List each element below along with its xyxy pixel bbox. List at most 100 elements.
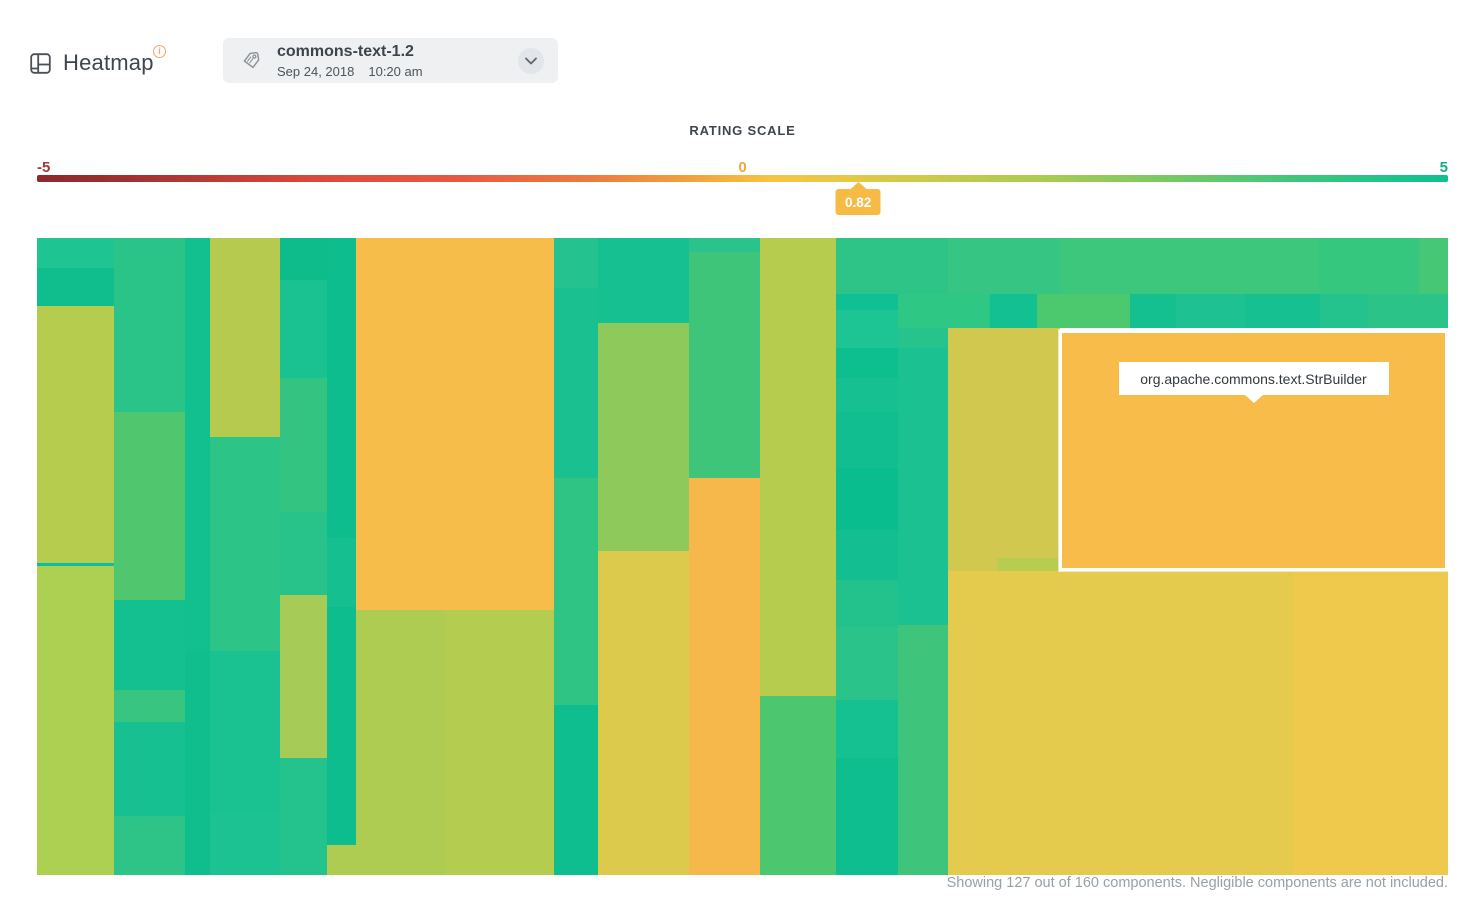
treemap-cell[interactable] <box>948 238 1060 294</box>
treemap-layout-icon <box>30 53 51 74</box>
treemap-cell[interactable] <box>185 238 210 651</box>
marker-caret-icon <box>850 182 867 189</box>
treemap-cell[interactable] <box>1419 238 1448 294</box>
treemap-cell[interactable] <box>210 651 280 811</box>
component-tooltip: org.apache.commons.text.StrBuilder <box>1118 362 1389 395</box>
treemap-cell[interactable] <box>210 811 280 875</box>
treemap-cell[interactable] <box>327 607 356 845</box>
treemap-cell[interactable] <box>356 238 554 610</box>
treemap-cell[interactable] <box>1060 238 1319 294</box>
treemap-cell[interactable] <box>554 705 598 875</box>
treemap-cell[interactable] <box>114 412 185 600</box>
treemap-cell[interactable] <box>760 696 836 875</box>
treemap-cell[interactable] <box>280 378 327 512</box>
treemap-cell[interactable] <box>836 294 898 310</box>
treemap-cell[interactable] <box>185 651 210 875</box>
version-date: Sep 24, 2018 <box>277 64 355 79</box>
treemap-cell[interactable] <box>554 238 598 288</box>
treemap-cell[interactable] <box>836 758 898 875</box>
treemap-cell[interactable] <box>689 478 760 875</box>
rating-scale-title: RATING SCALE <box>689 123 796 138</box>
treemap-cell[interactable] <box>1368 294 1448 328</box>
treemap-cell[interactable] <box>1319 238 1419 294</box>
treemap-cell[interactable] <box>280 512 327 595</box>
treemap-cell[interactable] <box>1293 571 1448 875</box>
treemap-cell[interactable] <box>37 306 114 563</box>
treemap-cell[interactable] <box>836 530 898 580</box>
tooltip-caret-icon <box>1244 395 1263 403</box>
treemap-cell[interactable] <box>280 238 327 280</box>
treemap-cell[interactable] <box>836 468 898 530</box>
marker-value-badge: 0.82 <box>835 189 881 215</box>
treemap-cell[interactable] <box>554 288 598 478</box>
treemap-cell[interactable] <box>598 551 689 875</box>
treemap-cell[interactable] <box>948 571 1293 875</box>
treemap-cell[interactable] <box>327 238 356 538</box>
treemap-cell[interactable] <box>948 294 990 328</box>
treemap-cell[interactable] <box>327 845 356 875</box>
treemap-cell[interactable] <box>210 238 280 437</box>
treemap-cell[interactable] <box>1320 294 1368 328</box>
treemap-cell[interactable] <box>445 610 554 875</box>
treemap-cell[interactable] <box>948 328 1060 571</box>
treemap-cell[interactable] <box>997 558 1060 571</box>
treemap-cell[interactable] <box>898 348 948 625</box>
scale-max-label: 5 <box>1439 159 1448 176</box>
treemap-cell[interactable] <box>280 758 327 875</box>
version-selector[interactable]: commons-text-1.2 Sep 24, 2018 10:20 am <box>223 38 558 83</box>
treemap-cell[interactable] <box>836 348 898 378</box>
rating-scale: RATING SCALE -5 0 5 0.82 <box>37 118 1448 218</box>
selector-dropdown-button[interactable] <box>518 48 544 74</box>
scale-min-label: -5 <box>37 159 51 176</box>
treemap-cell[interactable] <box>554 478 598 705</box>
treemap-cell[interactable] <box>37 268 114 306</box>
treemap-cell[interactable] <box>280 280 327 378</box>
selected-version-name: commons-text-1.2 <box>277 43 414 60</box>
treemap-cell[interactable] <box>114 238 185 412</box>
treemap-cell[interactable] <box>836 238 898 294</box>
treemap-cell[interactable] <box>898 294 948 328</box>
treemap: org.apache.commons.text.StrBuilder <box>37 238 1448 875</box>
treemap-cell[interactable] <box>836 700 898 758</box>
info-icon[interactable]: i <box>153 45 166 58</box>
treemap-cell[interactable] <box>1245 294 1320 328</box>
treemap-cell[interactable] <box>327 538 356 607</box>
treemap-cell[interactable] <box>598 323 689 551</box>
tag-icon <box>243 52 260 69</box>
treemap-cell[interactable] <box>114 600 185 690</box>
treemap-cell[interactable] <box>1130 294 1176 328</box>
rating-marker: 0.82 <box>835 182 881 215</box>
scale-zero-label: 0 <box>738 159 747 176</box>
treemap-cell[interactable] <box>898 328 948 348</box>
page-title: Heatmap <box>63 50 154 75</box>
treemap-cell[interactable] <box>836 412 898 468</box>
treemap-cell[interactable] <box>210 437 280 651</box>
header: Heatmap i commons-text-1.2 Sep 24, 2018 1… <box>0 0 1482 100</box>
treemap-cell[interactable] <box>898 238 948 294</box>
components-count-note: Showing 127 out of 160 components. Negli… <box>946 875 1448 891</box>
treemap-cell[interactable] <box>37 238 114 268</box>
treemap-cell[interactable] <box>836 378 898 412</box>
rating-gradient-bar <box>37 175 1448 182</box>
treemap-cell[interactable] <box>280 595 327 758</box>
treemap-cell[interactable] <box>898 625 948 875</box>
selected-version-datetime: Sep 24, 2018 10:20 am <box>277 64 423 79</box>
treemap-cell[interactable] <box>1037 294 1130 328</box>
treemap-cell[interactable] <box>1176 294 1245 328</box>
chevron-down-icon <box>525 57 537 65</box>
treemap-cell[interactable] <box>836 627 898 700</box>
treemap-cell[interactable] <box>836 580 898 627</box>
treemap-cell[interactable] <box>760 238 836 696</box>
treemap-cell[interactable] <box>598 238 689 323</box>
treemap-cell[interactable] <box>114 816 185 875</box>
treemap-cell[interactable] <box>356 610 445 875</box>
treemap-cell[interactable] <box>114 722 185 816</box>
treemap-cell[interactable] <box>114 690 185 722</box>
treemap-cell[interactable] <box>37 563 114 566</box>
treemap-cell[interactable] <box>689 252 760 478</box>
treemap-cell[interactable] <box>689 238 760 252</box>
highlighted-component-cell[interactable]: org.apache.commons.text.StrBuilder <box>1059 330 1448 571</box>
treemap-cell[interactable] <box>836 310 898 348</box>
treemap-cell[interactable] <box>990 294 1037 328</box>
treemap-cell[interactable] <box>37 566 114 875</box>
